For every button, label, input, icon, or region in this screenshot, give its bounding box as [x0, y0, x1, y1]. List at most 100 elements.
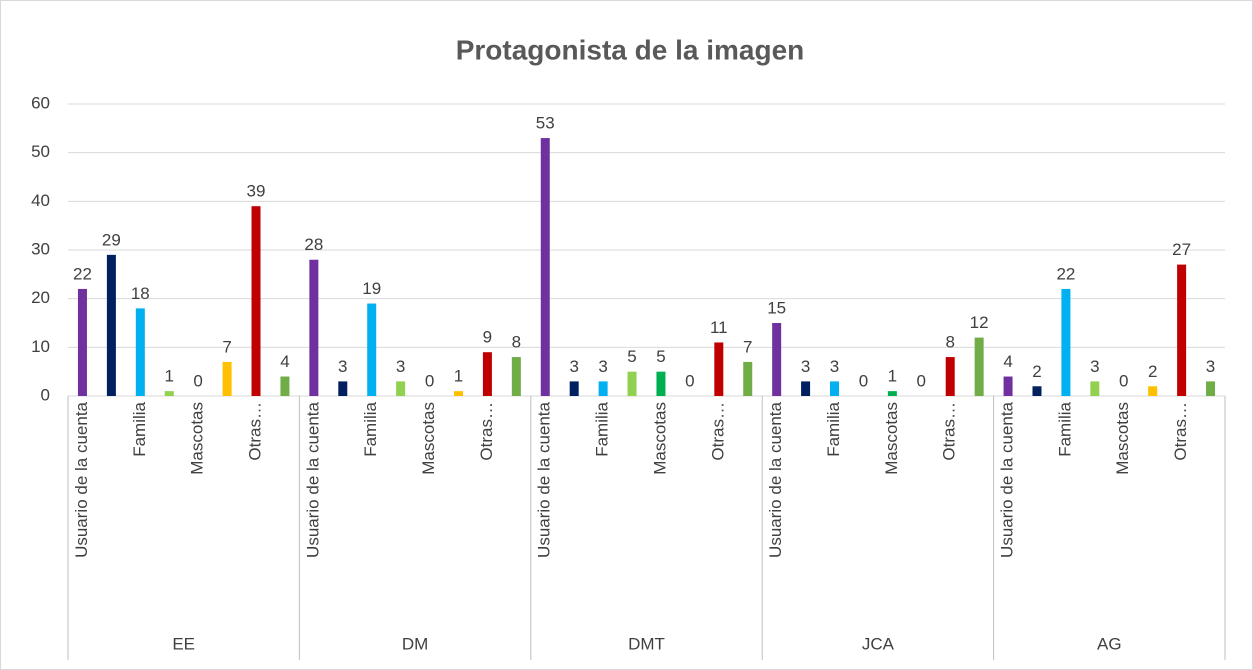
data-label: 4	[1003, 352, 1012, 371]
x-tick-label: Familia	[130, 401, 149, 456]
data-label: 5	[627, 347, 636, 366]
data-label: 1	[454, 367, 463, 386]
data-label: 0	[193, 371, 202, 390]
data-label: 0	[1119, 371, 1128, 390]
bar	[772, 323, 782, 396]
data-label: 29	[102, 230, 121, 249]
x-tick-label: Otras…	[245, 402, 264, 461]
data-label: 53	[536, 114, 555, 133]
x-tick-label: Usuario de la cuenta	[535, 401, 554, 557]
bar	[830, 381, 840, 396]
bar	[309, 259, 319, 396]
x-tick-label: Familia	[1055, 401, 1074, 456]
group-label: DMT	[628, 634, 665, 653]
y-tick-label: 60	[31, 93, 50, 112]
x-tick-label: Mascotas	[1113, 402, 1132, 475]
group-label: EE	[172, 634, 195, 653]
bar	[1206, 381, 1216, 396]
data-label: 15	[767, 298, 786, 317]
y-tick-label: 10	[31, 337, 50, 356]
data-label: 0	[917, 371, 926, 390]
x-tick-label: Mascotas	[650, 402, 669, 475]
group-label: JCA	[862, 634, 895, 653]
data-label: 18	[131, 284, 150, 303]
data-label: 3	[1090, 357, 1099, 376]
data-label: 2	[1148, 362, 1157, 381]
bar	[511, 357, 521, 396]
bar	[1061, 288, 1071, 396]
x-tick-label: Familia	[361, 401, 380, 456]
y-tick-label: 20	[31, 288, 50, 307]
x-tick-label: Mascotas	[419, 402, 438, 475]
bar	[598, 381, 608, 396]
bar	[367, 303, 377, 396]
y-tick-label: 50	[31, 142, 50, 161]
bar	[1032, 386, 1042, 396]
bar	[569, 381, 579, 396]
x-tick-label: Mascotas	[882, 402, 901, 475]
bar	[338, 381, 348, 396]
x-tick-label: Otras…	[708, 402, 727, 461]
data-label: 3	[801, 357, 810, 376]
bar	[280, 376, 290, 396]
x-tick-label: Mascotas	[188, 402, 207, 475]
data-label: 3	[338, 357, 347, 376]
x-tick-label: Otras…	[1171, 402, 1190, 461]
data-label: 27	[1172, 240, 1191, 259]
y-tick-label: 30	[31, 239, 50, 258]
bar	[974, 337, 984, 396]
bar	[106, 254, 116, 396]
data-label: 1	[888, 367, 897, 386]
data-label: 28	[304, 235, 323, 254]
bar	[743, 361, 753, 396]
x-tick-label: Familia	[593, 401, 612, 456]
bar	[164, 391, 174, 396]
bar	[1003, 376, 1013, 396]
bar	[1148, 386, 1158, 396]
group-label: DM	[402, 634, 428, 653]
data-label: 19	[362, 279, 381, 298]
y-tick-label: 0	[41, 385, 50, 404]
data-label: 8	[945, 333, 954, 352]
x-tick-label: Usuario de la cuenta	[303, 401, 322, 557]
y-tick-label: 40	[31, 191, 50, 210]
data-label: 5	[656, 347, 665, 366]
data-label: 3	[396, 357, 405, 376]
data-label: 11	[710, 318, 728, 337]
data-label: 9	[483, 328, 492, 347]
bar	[135, 308, 145, 396]
data-label: 22	[1056, 264, 1075, 283]
x-tick-label: Usuario de la cuenta	[766, 401, 785, 557]
data-label: 3	[830, 357, 839, 376]
data-label: 4	[280, 352, 289, 371]
bar	[251, 206, 261, 396]
x-tick-label: Familia	[824, 401, 843, 456]
x-tick-label: Otras…	[477, 402, 496, 461]
data-label: 7	[743, 337, 752, 356]
data-label: 8	[512, 333, 521, 352]
bar	[540, 138, 550, 397]
bar	[714, 342, 724, 396]
data-label: 39	[247, 182, 266, 201]
data-label: 12	[970, 313, 989, 332]
group-label: AG	[1097, 634, 1122, 653]
x-tick-label: Otras…	[940, 402, 959, 461]
x-tick-label: Usuario de la cuenta	[998, 401, 1017, 557]
bar	[945, 357, 955, 396]
bar	[801, 381, 811, 396]
data-label: 2	[1032, 362, 1041, 381]
data-label: 7	[222, 337, 231, 356]
bar	[396, 381, 406, 396]
chart-title: Protagonista de la imagen	[456, 34, 805, 65]
bar	[482, 352, 492, 396]
bar	[453, 391, 463, 396]
bar	[77, 288, 87, 396]
data-label: 0	[685, 371, 694, 390]
data-label: 3	[598, 357, 607, 376]
data-label: 3	[1206, 357, 1215, 376]
bar	[1177, 264, 1187, 396]
bar	[627, 371, 637, 396]
data-label: 1	[165, 367, 174, 386]
